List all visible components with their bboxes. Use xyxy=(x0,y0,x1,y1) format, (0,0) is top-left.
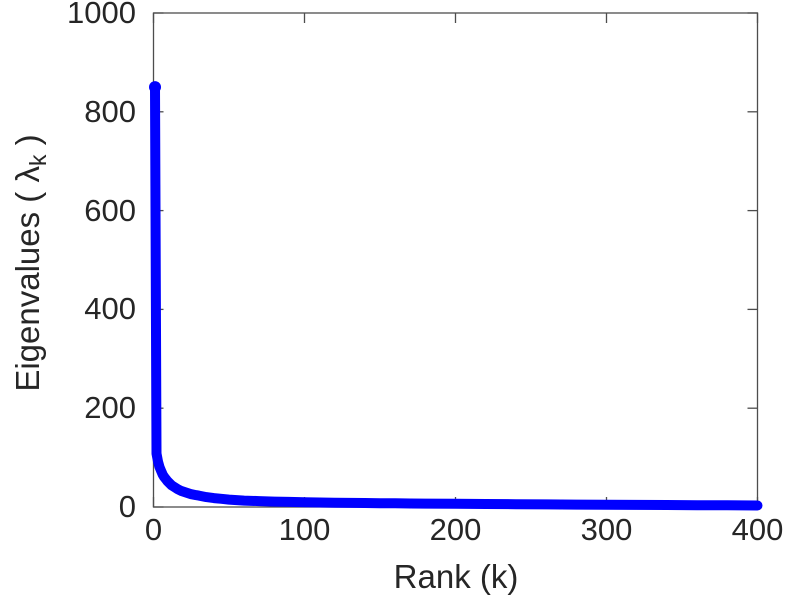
y-axis-label-suffix: ) xyxy=(9,134,46,155)
plot-box xyxy=(152,12,759,508)
x-axis-label: Rank (k) xyxy=(393,558,519,595)
y-tick-label: 800 xyxy=(84,93,136,129)
y-tick-label: 400 xyxy=(84,291,136,327)
eigenvalue-curve xyxy=(150,82,763,511)
y-tick-label: 200 xyxy=(84,390,136,426)
y-tick-label: 600 xyxy=(84,192,136,228)
x-tick-label: 100 xyxy=(278,512,331,547)
x-tick-label: 400 xyxy=(731,512,784,547)
y-tick-label: 1000 xyxy=(67,0,136,30)
y-tick-label: 0 xyxy=(118,489,136,524)
lambda-symbol: λ xyxy=(9,166,46,183)
x-tick-label: 200 xyxy=(429,512,482,547)
x-tick-label: 300 xyxy=(580,512,633,547)
y-axis-label: Eigenvalues ( λk ) xyxy=(7,23,51,503)
first-eigenvalue-marker xyxy=(149,81,162,94)
x-tick-label: 0 xyxy=(144,512,163,547)
lambda-subscript: k xyxy=(25,154,51,167)
y-axis-label-prefix: Eigenvalues ( xyxy=(9,182,46,392)
